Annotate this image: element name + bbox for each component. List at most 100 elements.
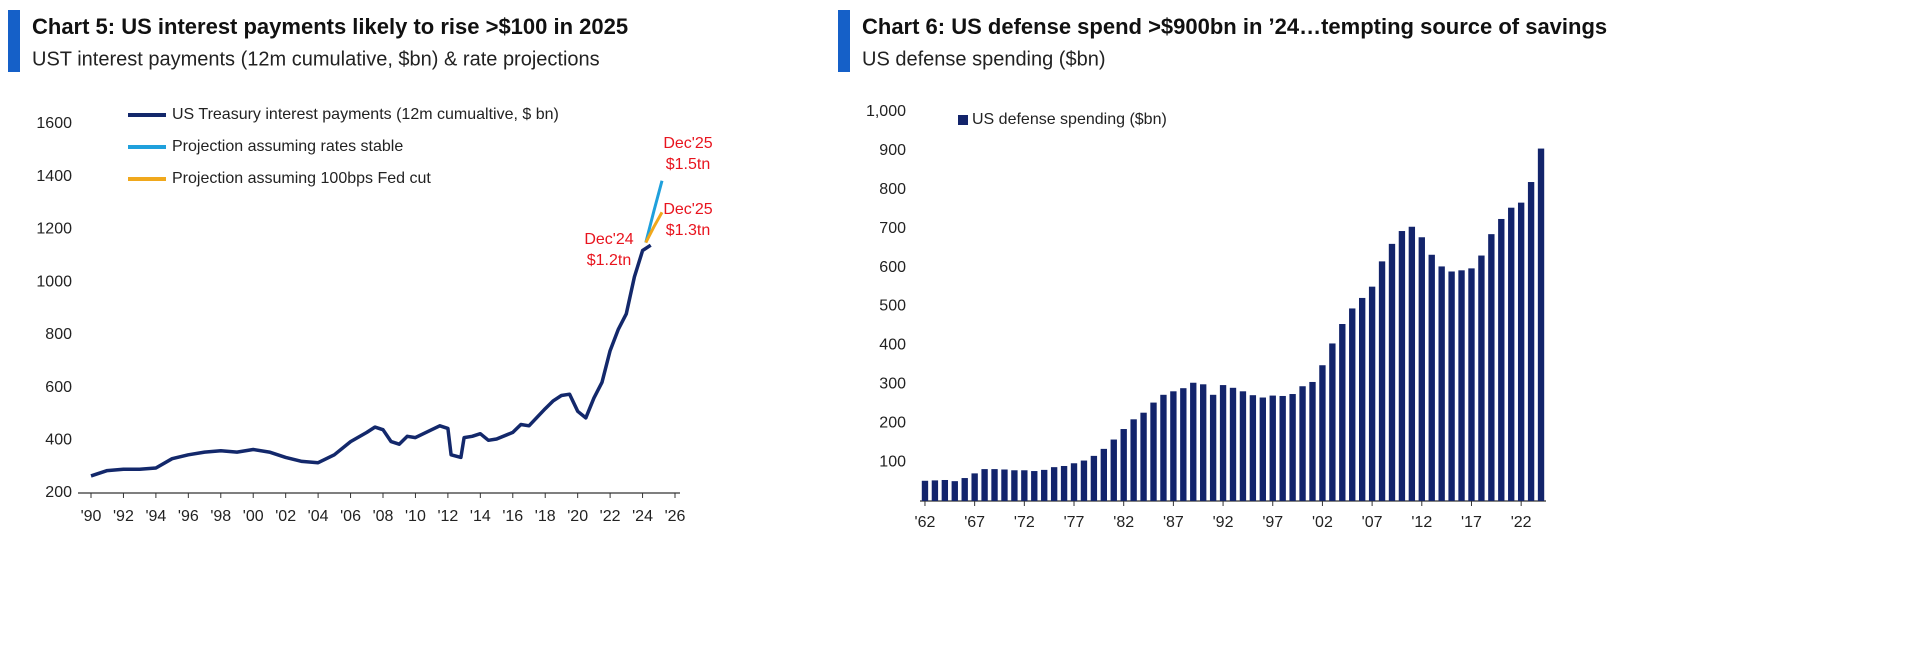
bar: [1468, 268, 1475, 501]
y-tick-label: 1200: [36, 221, 72, 238]
bar: [991, 469, 998, 501]
x-tick-label: '17: [1461, 514, 1482, 531]
bar: [1458, 270, 1465, 501]
bar: [1448, 271, 1455, 501]
bar: [1517, 202, 1525, 501]
bar: [1031, 471, 1038, 501]
y-tick-label: 600: [45, 379, 72, 396]
x-tick-label: '22: [1511, 514, 1532, 531]
bar: [1368, 286, 1376, 501]
x-tick-label: '18: [535, 508, 556, 525]
x-tick-label: '00: [243, 508, 264, 525]
annotation: Dec'25: [663, 135, 712, 152]
bar: [1070, 463, 1078, 501]
bar: [951, 481, 958, 501]
bar: [1438, 266, 1445, 501]
chart-title: Chart 6: US defense spend >$900bn in ’24…: [862, 14, 1607, 39]
bar: [1021, 470, 1028, 501]
x-tick-label: '72: [1014, 514, 1035, 531]
bar: [1140, 412, 1147, 501]
y-tick-label: 300: [879, 376, 906, 393]
bar: [1090, 455, 1098, 501]
x-tick-label: '26: [665, 508, 686, 525]
x-tick-label: '16: [502, 508, 523, 525]
x-tick-label: '77: [1064, 514, 1085, 531]
y-tick-label: 1400: [36, 168, 72, 185]
bar: [1537, 148, 1545, 502]
bar: [1190, 382, 1197, 501]
bar: [1349, 308, 1356, 501]
bar: [1180, 388, 1187, 501]
bar: [1209, 394, 1217, 501]
accent-bar: [838, 10, 850, 72]
bar: [971, 473, 978, 501]
bar: [1259, 397, 1266, 501]
chart-subtitle: UST interest payments (12m cumulative, $…: [32, 48, 600, 70]
x-tick-label: '94: [145, 508, 166, 525]
x-tick-label: '10: [405, 508, 426, 525]
bar: [1279, 395, 1286, 501]
bar: [1309, 381, 1316, 501]
y-tick-label: 800: [45, 326, 72, 343]
x-tick-label: '07: [1362, 514, 1383, 531]
bar: [1200, 384, 1207, 501]
x-tick-label: '87: [1163, 514, 1184, 531]
x-tick-label: '82: [1113, 514, 1134, 531]
bar: [1339, 324, 1346, 501]
bar: [1150, 402, 1157, 501]
x-tick-label: '02: [275, 508, 296, 525]
y-tick-label: 1600: [36, 115, 72, 132]
bar: [1378, 261, 1386, 501]
y-tick-label: 700: [879, 220, 906, 237]
legend-label: US defense spending ($bn): [972, 111, 1167, 128]
bar: [1060, 465, 1068, 501]
chart-subtitle: US defense spending ($bn): [862, 48, 1106, 70]
x-tick-label: '67: [964, 514, 985, 531]
y-tick-label: 400: [879, 337, 906, 354]
bar: [1050, 467, 1058, 501]
annotation: Dec'25: [663, 201, 712, 218]
legend-label: Projection assuming rates stable: [172, 138, 403, 155]
x-tick-label: '96: [178, 508, 199, 525]
bar: [1130, 419, 1137, 501]
x-tick-label: '02: [1312, 514, 1333, 531]
bar: [1170, 391, 1177, 501]
x-tick-label: '24: [632, 508, 653, 525]
bar: [1249, 395, 1257, 501]
bar: [1329, 343, 1336, 501]
x-tick-label: '08: [373, 508, 394, 525]
bar: [1319, 365, 1326, 501]
bar: [1498, 218, 1505, 501]
x-tick-label: '92: [1213, 514, 1234, 531]
x-tick-label: '06: [340, 508, 361, 525]
bar: [1001, 469, 1008, 501]
data-line: [644, 180, 664, 243]
annotation: $1.2tn: [587, 252, 631, 269]
x-tick-label: '12: [1411, 514, 1432, 531]
y-tick-label: 1,000: [866, 103, 906, 120]
bar: [1418, 237, 1425, 501]
legend-label: US Treasury interest payments (12m cumua…: [172, 106, 559, 123]
data-line: [644, 211, 664, 244]
bar: [1100, 448, 1108, 501]
y-tick-label: 200: [879, 414, 906, 431]
bar: [1388, 243, 1396, 501]
y-tick-label: 400: [45, 432, 72, 449]
bar: [921, 480, 929, 501]
x-tick-label: '90: [81, 508, 102, 525]
x-tick-label: '20: [567, 508, 588, 525]
bar: [1011, 470, 1018, 501]
bar: [931, 480, 939, 501]
x-tick-label: '04: [308, 508, 329, 525]
bar: [1239, 391, 1247, 501]
annotation: Dec'24: [584, 231, 633, 248]
bar: [1398, 231, 1406, 501]
bar: [1408, 226, 1416, 501]
y-tick-label: 800: [879, 181, 906, 198]
bar: [1110, 439, 1117, 501]
y-tick-label: 100: [879, 453, 906, 470]
y-tick-label: 900: [879, 142, 906, 159]
bar: [1488, 234, 1495, 501]
x-tick-label: '62: [915, 514, 936, 531]
